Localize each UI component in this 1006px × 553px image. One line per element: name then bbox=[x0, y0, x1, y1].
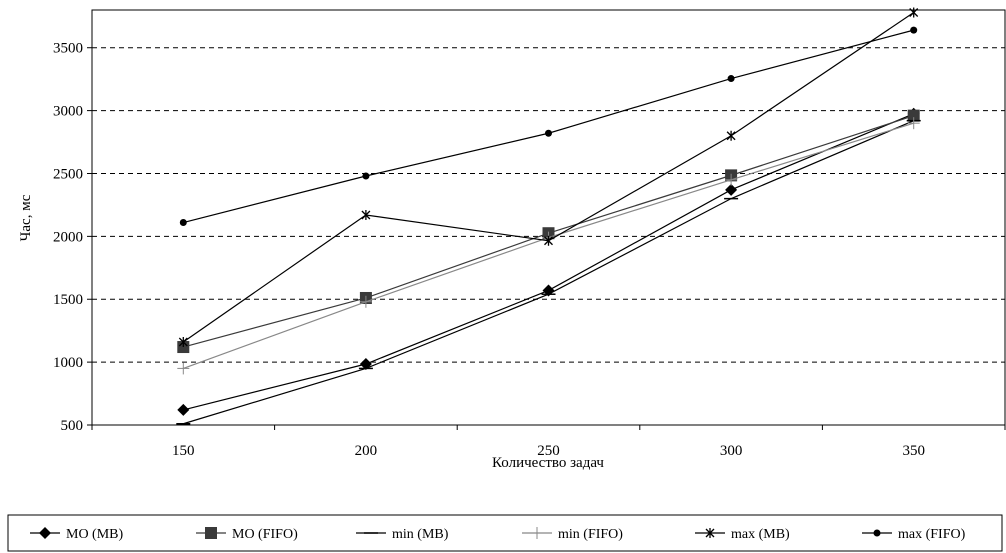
plot-area bbox=[92, 10, 1005, 425]
x-tick-label: 150 bbox=[172, 443, 195, 459]
y-tick-label: 500 bbox=[61, 418, 84, 434]
y-tick-label: 3000 bbox=[53, 104, 83, 120]
data-point bbox=[180, 219, 187, 226]
x-tick-label: 300 bbox=[720, 443, 743, 459]
legend-label: МО (МВ) bbox=[66, 527, 124, 542]
y-tick-label: 2000 bbox=[53, 229, 83, 245]
x-tick-label: 200 bbox=[355, 443, 378, 459]
data-point bbox=[362, 173, 369, 180]
legend-label: МО (FIFO) bbox=[232, 527, 298, 542]
data-point bbox=[545, 130, 552, 137]
y-axis-title: Час, мс bbox=[18, 194, 34, 241]
legend-label: min (FIFO) bbox=[558, 527, 623, 542]
legend-label: max (МВ) bbox=[731, 527, 790, 542]
y-tick-label: 3500 bbox=[53, 41, 83, 57]
legend-label: min (МВ) bbox=[392, 527, 449, 542]
y-tick-label: 2500 bbox=[53, 166, 83, 182]
data-point bbox=[728, 75, 735, 82]
legend bbox=[8, 515, 1002, 551]
legend-marker bbox=[205, 527, 217, 539]
legend-marker bbox=[874, 530, 881, 537]
x-axis-title: Количество задач bbox=[492, 455, 604, 471]
x-axis-ticks: 150 200 250 300 350 bbox=[92, 425, 1005, 459]
x-tick-label: 350 bbox=[902, 443, 925, 459]
y-tick-label: 1500 bbox=[53, 292, 83, 308]
y-axis-ticks: 500 1000 1500 2000 2500 3000 3500 bbox=[53, 41, 92, 434]
data-point bbox=[910, 27, 917, 34]
legend-label: max (FIFO) bbox=[898, 527, 966, 542]
y-tick-label: 1000 bbox=[53, 355, 83, 371]
